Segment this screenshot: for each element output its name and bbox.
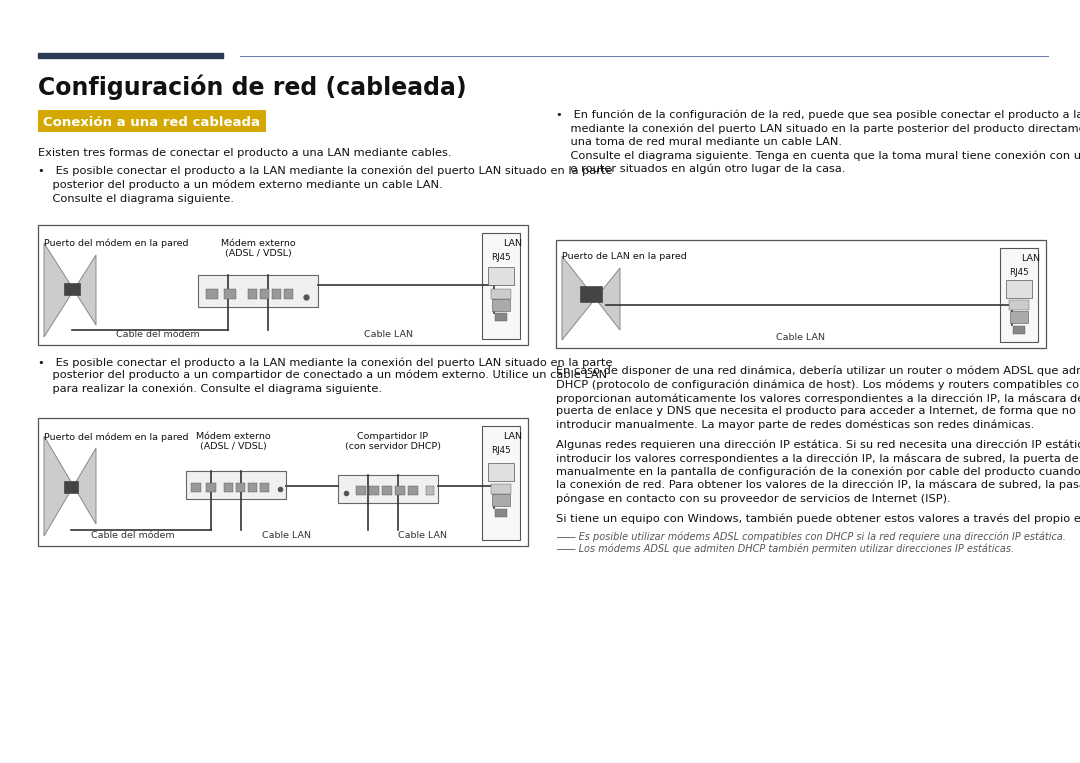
Text: •   Es posible conectar el producto a la LAN mediante la conexión del puerto LAN: • Es posible conectar el producto a la L… (38, 357, 612, 368)
Bar (64, 481, 78, 493)
Text: Cable LAN: Cable LAN (261, 531, 311, 540)
Text: Configuración de red (cableada): Configuración de red (cableada) (38, 75, 467, 100)
Bar (248, 289, 257, 299)
Bar (1000, 248, 1038, 342)
Bar (224, 289, 237, 299)
Text: LAN: LAN (503, 239, 522, 248)
Bar (206, 483, 216, 492)
Bar (1009, 300, 1029, 310)
Text: LAN: LAN (1021, 254, 1040, 263)
Text: Cable LAN: Cable LAN (777, 333, 825, 342)
Bar (356, 486, 366, 495)
Bar (556, 240, 1047, 348)
Text: Consulte el diagrama siguiente.: Consulte el diagrama siguiente. (38, 194, 234, 204)
Bar (492, 494, 510, 506)
Bar (580, 286, 602, 302)
Bar (482, 426, 519, 540)
Polygon shape (44, 243, 96, 337)
Text: ―― Los módems ADSL que admiten DHCP también permiten utilizar direcciones IP est: ―― Los módems ADSL que admiten DHCP tamb… (556, 544, 1014, 555)
Text: Módem externo
(ADSL / VDSL): Módem externo (ADSL / VDSL) (195, 432, 270, 452)
Text: RJ45: RJ45 (491, 446, 511, 455)
Text: para realizar la conexión. Consulte el diagrama siguiente.: para realizar la conexión. Consulte el d… (38, 383, 382, 394)
Text: Si tiene un equipo con Windows, también puede obtener estos valores a través del: Si tiene un equipo con Windows, también … (556, 513, 1080, 523)
Bar (488, 267, 514, 285)
Bar (491, 484, 511, 494)
Bar (38, 110, 266, 132)
Text: •   Es posible conectar el producto a la LAN mediante la conexión del puerto LAN: • Es posible conectar el producto a la L… (38, 166, 612, 176)
Text: manualmente en la pantalla de configuración de la conexión por cable del product: manualmente en la pantalla de configurac… (556, 466, 1080, 477)
Text: posterior del producto a un módem externo mediante un cable LAN.: posterior del producto a un módem extern… (38, 180, 443, 191)
Text: En caso de disponer de una red dinámica, debería utilizar un router o módem ADSL: En caso de disponer de una red dinámica,… (556, 366, 1080, 376)
Text: Cable LAN: Cable LAN (399, 531, 447, 540)
Text: puerta de enlace y DNS que necesita el producto para acceder a Internet, de form: puerta de enlace y DNS que necesita el p… (556, 407, 1080, 417)
Text: LAN: LAN (503, 432, 522, 441)
Bar (284, 289, 293, 299)
Text: una toma de red mural mediante un cable LAN.: una toma de red mural mediante un cable … (556, 137, 842, 147)
Text: introducir manualmente. La mayor parte de redes domésticas son redes dinámicas.: introducir manualmente. La mayor parte d… (556, 420, 1035, 430)
Bar (491, 289, 511, 299)
Text: Puerto de LAN en la pared: Puerto de LAN en la pared (562, 252, 687, 261)
Text: póngase en contacto con su proveedor de servicios de Internet (ISP).: póngase en contacto con su proveedor de … (556, 494, 950, 504)
Text: posterior del producto a un compartidor de conectado a un módem externo. Utilice: posterior del producto a un compartidor … (38, 370, 607, 381)
Text: Algunas redes requieren una dirección IP estática. Si su red necesita una direcc: Algunas redes requieren una dirección IP… (556, 439, 1080, 450)
Bar (260, 483, 269, 492)
Text: Consulte el diagrama siguiente. Tenga en cuenta que la toma mural tiene conexión: Consulte el diagrama siguiente. Tenga en… (556, 150, 1080, 161)
Text: RJ45: RJ45 (1009, 268, 1029, 277)
Text: mediante la conexión del puerto LAN situado en la parte posterior del producto d: mediante la conexión del puerto LAN situ… (556, 124, 1080, 134)
Text: DHCP (protocolo de configuración dinámica de host). Los módems y routers compati: DHCP (protocolo de configuración dinámic… (556, 379, 1080, 390)
Bar (38, 225, 528, 345)
Bar (395, 486, 405, 495)
Bar (338, 475, 438, 503)
Bar (272, 289, 281, 299)
Bar (1013, 326, 1025, 334)
Bar (495, 313, 507, 321)
Text: proporcionan automáticamente los valores correspondientes a la dirección IP, la : proporcionan automáticamente los valores… (556, 393, 1080, 404)
Bar (206, 289, 218, 299)
Text: ―― Es posible utilizar módems ADSL compatibles con DHCP si la red requiere una d: ―― Es posible utilizar módems ADSL compa… (556, 531, 1066, 542)
Text: Cable LAN: Cable LAN (364, 330, 413, 339)
Bar (408, 486, 418, 495)
Text: la conexión de red. Para obtener los valores de la dirección IP, la máscara de s: la conexión de red. Para obtener los val… (556, 480, 1080, 491)
Text: Existen tres formas de conectar el producto a una LAN mediante cables.: Existen tres formas de conectar el produ… (38, 148, 451, 158)
Bar (369, 486, 379, 495)
Bar (492, 299, 510, 311)
Bar (426, 486, 434, 495)
Bar (198, 275, 318, 307)
Bar (482, 233, 519, 339)
Bar (191, 483, 201, 492)
Text: Compartidor IP
(con servidor DHCP): Compartidor IP (con servidor DHCP) (345, 432, 441, 452)
Bar (260, 289, 269, 299)
Text: Puerto del módem en la pared: Puerto del módem en la pared (44, 239, 189, 249)
Bar (38, 418, 528, 546)
Text: RJ45: RJ45 (491, 253, 511, 262)
Bar (248, 483, 257, 492)
Polygon shape (562, 256, 620, 340)
Bar (1010, 311, 1028, 323)
Bar (382, 486, 392, 495)
Bar (64, 283, 80, 295)
Text: Conexión a una red cableada: Conexión a una red cableada (43, 115, 260, 128)
Text: Puerto del módem en la pared: Puerto del módem en la pared (44, 432, 189, 442)
Bar (38, 53, 222, 58)
Text: Módem externo
(ADSL / VDSL): Módem externo (ADSL / VDSL) (220, 239, 295, 259)
Bar (237, 483, 245, 492)
Text: Cable del módem: Cable del módem (91, 531, 175, 540)
Text: •   En función de la configuración de la red, puede que sea posible conectar el : • En función de la configuración de la r… (556, 110, 1080, 121)
Text: introducir los valores correspondientes a la dirección IP, la máscara de subred,: introducir los valores correspondientes … (556, 453, 1080, 463)
Polygon shape (44, 436, 96, 536)
Bar (186, 471, 286, 499)
Bar (488, 463, 514, 481)
Bar (495, 509, 507, 517)
Bar (1005, 280, 1032, 298)
Text: Cable del módem: Cable del módem (117, 330, 200, 339)
Text: o router situados en algún otro lugar de la casa.: o router situados en algún otro lugar de… (556, 164, 846, 175)
Bar (224, 483, 233, 492)
